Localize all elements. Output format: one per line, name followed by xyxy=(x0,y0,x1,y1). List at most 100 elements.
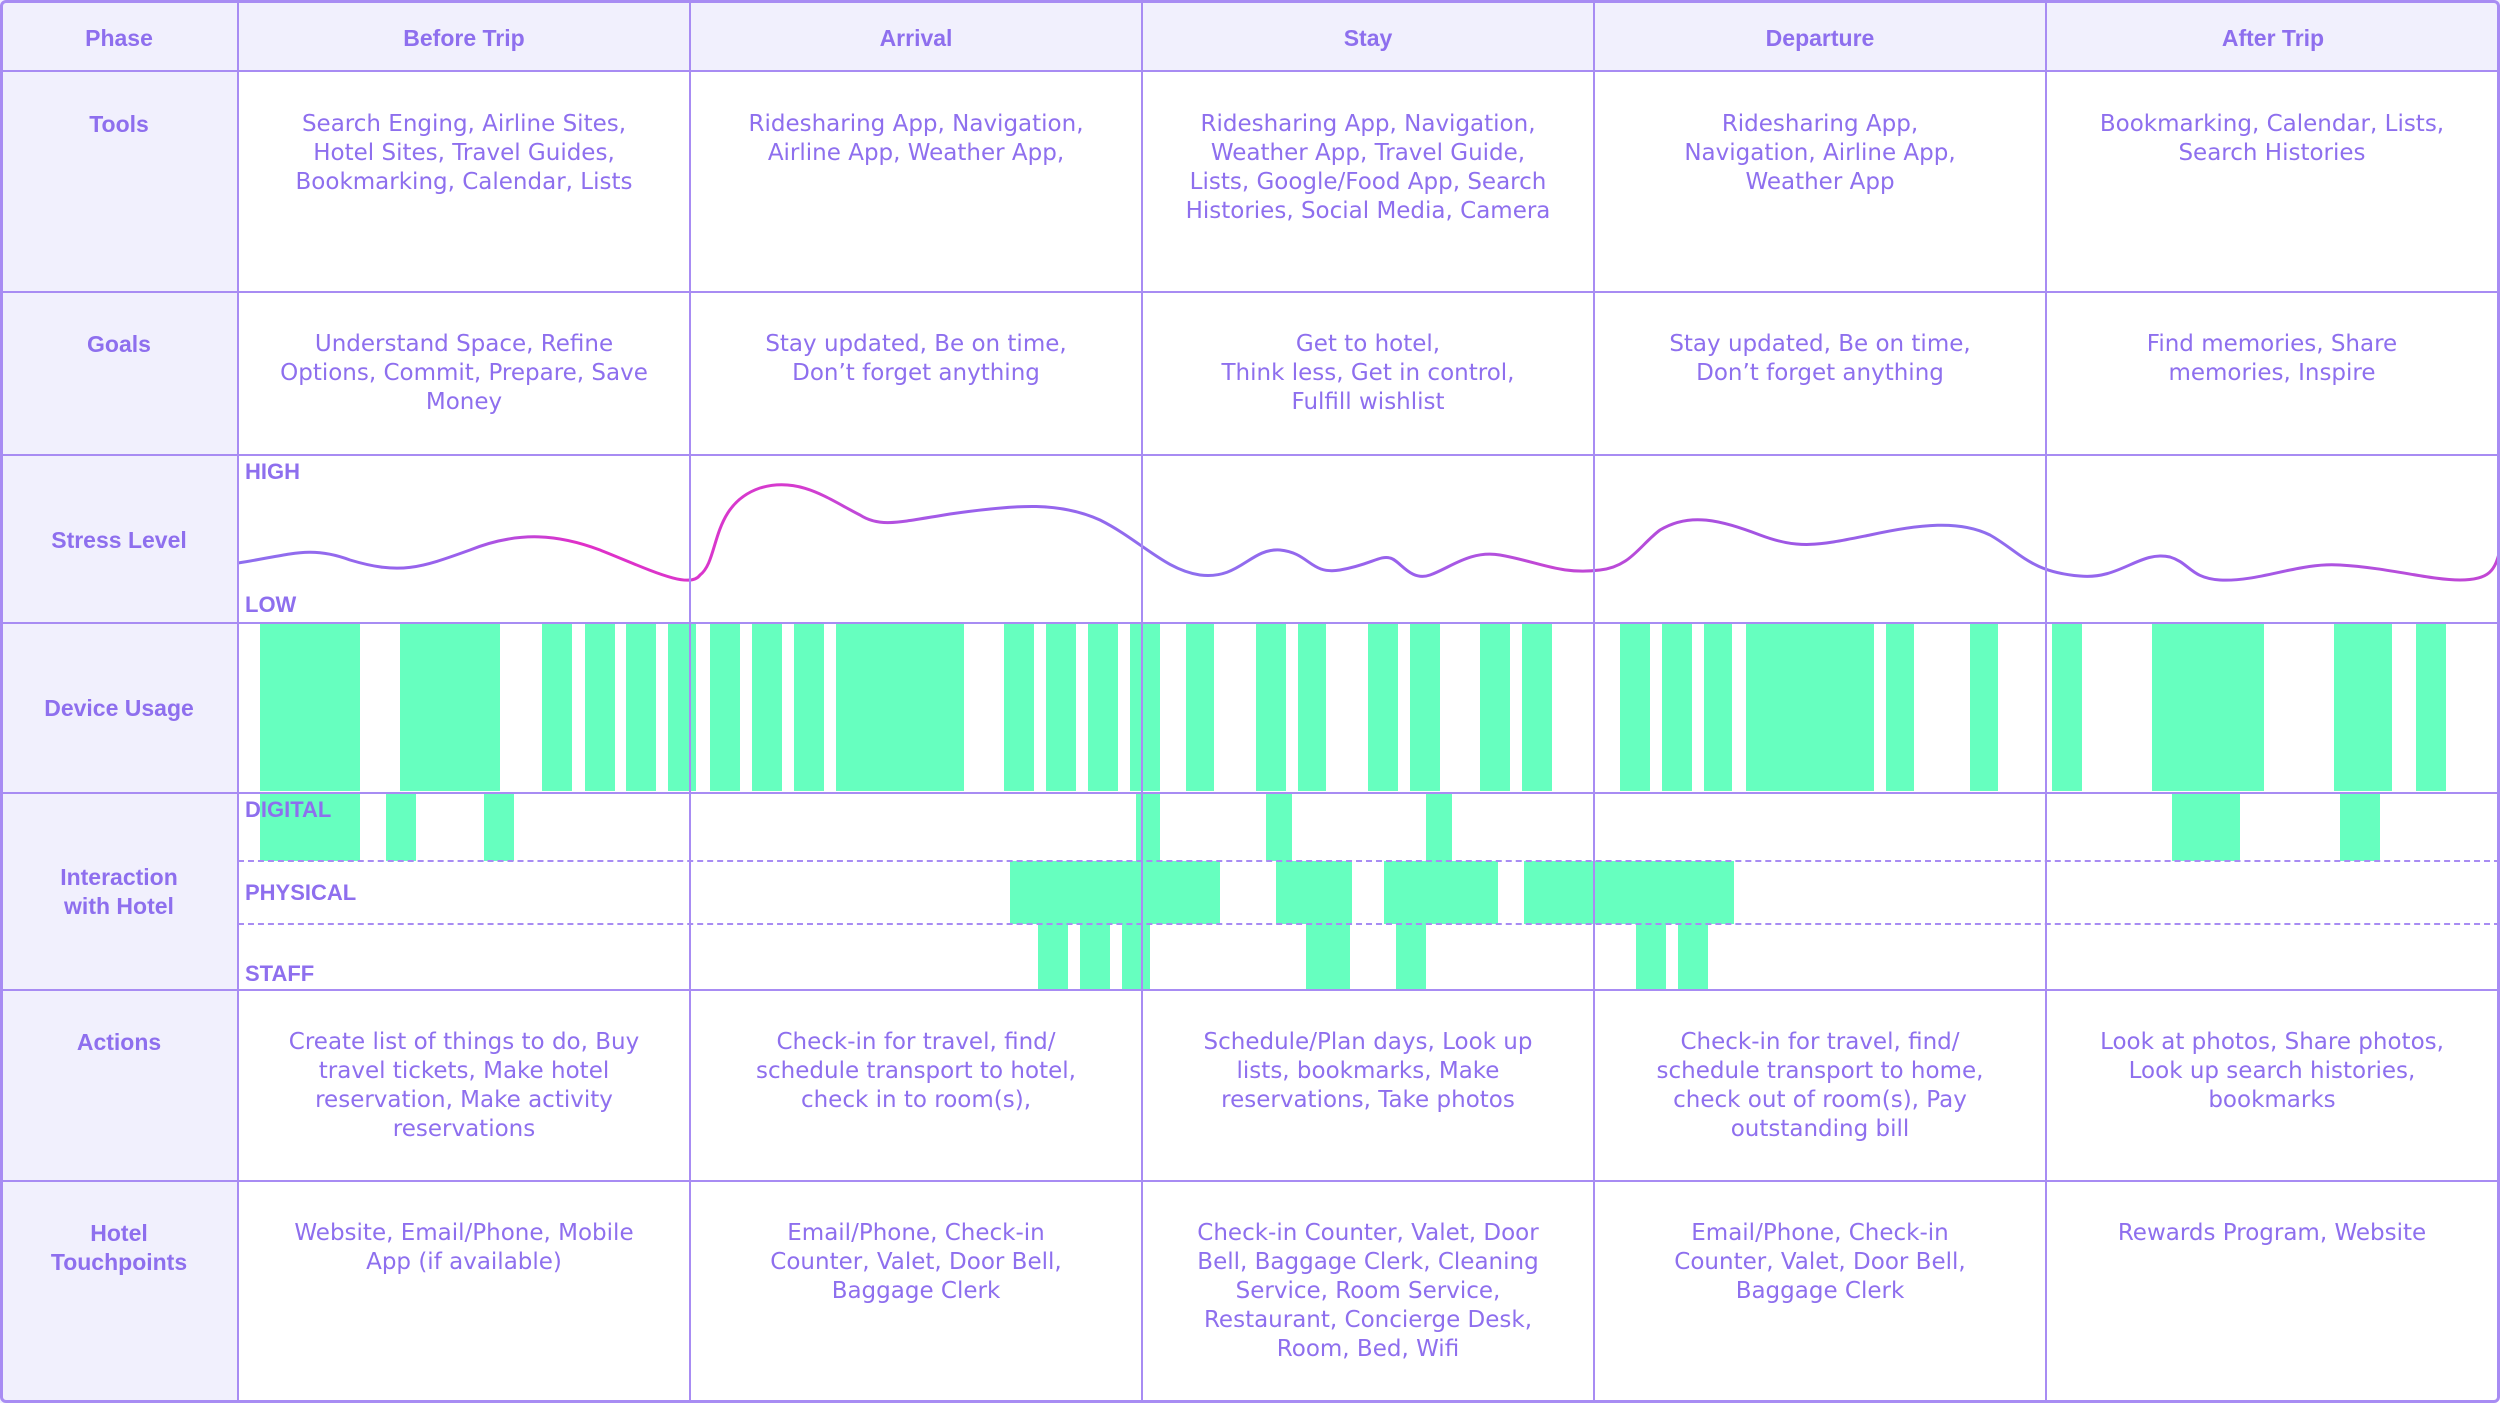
phase-header-label: Phase xyxy=(85,25,153,51)
row-label-actions: Actions xyxy=(76,1029,162,1055)
interaction-digital-bar xyxy=(260,793,360,861)
actions-stay: Schedule/Plan days, Look up lists, bookm… xyxy=(1203,1029,1533,1113)
interaction-staff-bar xyxy=(1678,924,1708,990)
device-usage-bar xyxy=(1298,623,1326,791)
device-usage-bar xyxy=(2416,623,2446,791)
touchpoints-after-trip: Rewards Program, Website xyxy=(2117,1220,2427,1246)
device-usage-bar xyxy=(1004,623,1034,791)
device-usage-bar xyxy=(1886,623,1914,791)
device-usage-bar xyxy=(2052,623,2082,791)
row-label-goals: Goals xyxy=(87,331,151,357)
grid-horizontal-line xyxy=(0,622,2500,624)
device-usage-bar xyxy=(585,623,615,791)
interaction-staff-bar xyxy=(1080,924,1110,990)
row-label-device-usage: Device Usage xyxy=(44,695,194,721)
grid-horizontal-line xyxy=(0,792,2500,794)
tools-after-trip: Bookmarking, Calendar, Lists, Search His… xyxy=(2099,111,2445,166)
device-usage-bar xyxy=(1704,623,1732,791)
stress-low-label: LOW xyxy=(245,592,297,617)
header-row-background xyxy=(0,0,2500,71)
device-usage-bar xyxy=(1256,623,1286,791)
phase-header-after-trip: After Trip xyxy=(2221,25,2325,51)
device-usage-bar xyxy=(1130,623,1160,791)
interaction-digital-bar xyxy=(386,793,416,861)
interaction-staff-bar xyxy=(1122,924,1150,990)
tools-departure: Ridesharing App, Navigation, Airline App… xyxy=(1684,111,1956,195)
device-usage-bar xyxy=(1046,623,1076,791)
device-usage-bar xyxy=(1662,623,1692,791)
interaction-staff-bar xyxy=(1306,924,1350,990)
device-usage-bar xyxy=(1368,623,1398,791)
interaction-physical-bar xyxy=(1010,861,1220,924)
tools-before-trip: Search Enging, Airline Sites, Hotel Site… xyxy=(295,111,633,195)
goals-stay: Get to hotel, Think less, Get in control… xyxy=(1221,331,1515,415)
device-usage-bar xyxy=(2334,623,2392,791)
interaction-physical-bar xyxy=(1384,861,1498,924)
device-usage-bar xyxy=(400,623,500,791)
phase-header-stay: Stay xyxy=(1343,25,1393,51)
interaction-lane-divider xyxy=(238,923,2500,925)
stress-high-label: HIGH xyxy=(245,459,300,484)
device-usage-bar xyxy=(1970,623,1998,791)
actions-before-trip: Create list of things to do, Buy travel … xyxy=(288,1029,640,1142)
grid-vertical-line xyxy=(1141,0,1143,1403)
device-usage-bar xyxy=(1088,623,1118,791)
grid-vertical-line xyxy=(1593,0,1595,1403)
device-usage-bar xyxy=(1186,623,1214,791)
row-label-hotel-touchpoints: Hotel Touchpoints xyxy=(50,1220,188,1275)
goals-before-trip: Understand Space, Refine Options, Commit… xyxy=(280,331,648,415)
row-label-stress-level: Stress Level xyxy=(51,527,187,553)
device-usage-bar xyxy=(2152,623,2264,791)
interaction-staff-bar xyxy=(1038,924,1068,990)
grid-horizontal-line xyxy=(0,1180,2500,1182)
interaction-staff-bar xyxy=(1396,924,1426,990)
grid-vertical-line xyxy=(2045,0,2047,1403)
device-usage-bar xyxy=(1410,623,1440,791)
actions-departure: Check-in for travel, find/ schedule tran… xyxy=(1656,1029,1984,1142)
grid-horizontal-line xyxy=(0,989,2500,991)
actions-after-trip: Look at photos, Share photos, Look up se… xyxy=(2100,1029,2444,1113)
interaction-digital-bar xyxy=(484,793,514,861)
device-usage-bar xyxy=(542,623,572,791)
interaction-digital-bar xyxy=(2340,793,2380,861)
device-usage-bar xyxy=(1480,623,1510,791)
phase-header-departure: Departure xyxy=(1765,25,1875,51)
grid-horizontal-line xyxy=(0,70,2500,72)
device-usage-bar xyxy=(1746,623,1874,791)
phase-header-before-trip: Before Trip xyxy=(403,25,525,51)
goals-after-trip: Find memories, Share memories, Inspire xyxy=(2146,331,2398,386)
tools-arrival: Ridesharing App, Navigation, Airline App… xyxy=(748,111,1084,166)
tools-stay: Ridesharing App, Navigation, Weather App… xyxy=(1185,111,1551,224)
interaction-staff-bar xyxy=(1636,924,1666,990)
touchpoints-departure: Email/Phone, Check-in Counter, Valet, Do… xyxy=(1674,1220,1966,1304)
device-usage-bar xyxy=(752,623,782,791)
goals-departure: Stay updated, Be on time, Don’t forget a… xyxy=(1669,331,1971,386)
device-usage-bar xyxy=(1522,623,1552,791)
touchpoints-before-trip: Website, Email/Phone, Mobile App (if ava… xyxy=(294,1220,634,1275)
interaction-physical-bar xyxy=(1524,861,1734,924)
touchpoints-stay: Check-in Counter, Valet, Door Bell, Bagg… xyxy=(1197,1220,1539,1362)
device-usage-bar xyxy=(260,623,360,791)
device-usage-bar xyxy=(668,623,696,791)
device-usage-bar xyxy=(1620,623,1650,791)
interaction-digital-bar xyxy=(1136,793,1160,861)
device-usage-bar xyxy=(794,623,824,791)
device-usage-bar xyxy=(626,623,656,791)
grid-horizontal-line xyxy=(0,454,2500,456)
grid-vertical-line xyxy=(689,0,691,1403)
interaction-lane-staff: STAFF xyxy=(245,961,315,986)
actions-arrival: Check-in for travel, find/ schedule tran… xyxy=(756,1029,1076,1113)
interaction-lane-physical: PHYSICAL xyxy=(245,880,357,905)
interaction-digital-bar xyxy=(1266,793,1292,861)
row-label-interaction-with-hotel: Interaction with Hotel xyxy=(60,864,178,919)
touchpoints-arrival: Email/Phone, Check-in Counter, Valet, Do… xyxy=(770,1220,1062,1304)
interaction-lane-divider xyxy=(238,860,2500,862)
interaction-digital-bar xyxy=(2172,793,2240,861)
interaction-physical-bar xyxy=(1276,861,1352,924)
device-usage-bar xyxy=(836,623,964,791)
interaction-digital-bar xyxy=(1426,793,1452,861)
grid-vertical-line xyxy=(237,0,239,1403)
row-label-tools: Tools xyxy=(89,111,149,137)
